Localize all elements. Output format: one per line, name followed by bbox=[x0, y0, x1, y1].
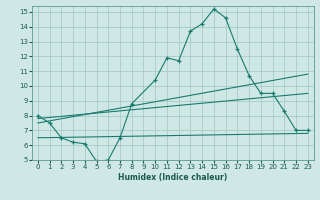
X-axis label: Humidex (Indice chaleur): Humidex (Indice chaleur) bbox=[118, 173, 228, 182]
